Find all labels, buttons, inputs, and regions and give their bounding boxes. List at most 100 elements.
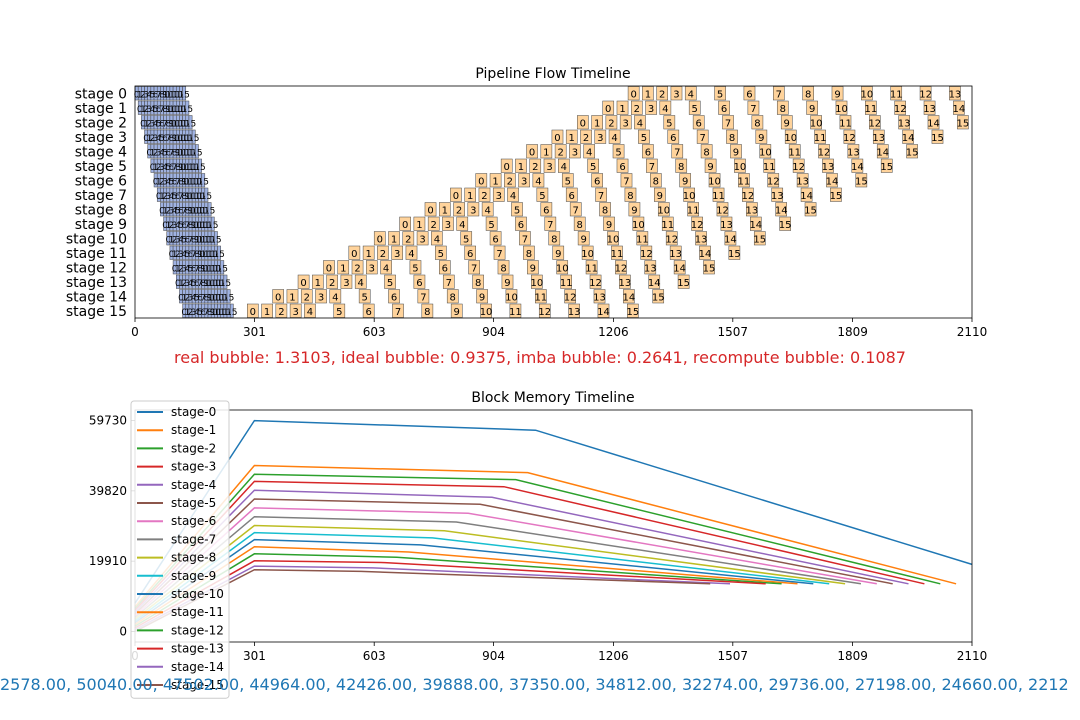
forward-block-label: 2 [143,105,149,115]
backward-block-label: 14 [800,191,813,202]
backward-block [763,158,776,173]
backward-block-label: 15 [830,191,843,202]
backward-block-label: 1 [391,234,397,245]
backward-block-label: 11 [534,292,547,303]
backward-block [835,100,848,115]
forward-block-label: 0 [143,134,149,144]
backward-block [337,260,350,275]
forward-block [182,86,187,101]
backward-block [405,245,418,260]
forward-block-label: 7 [204,308,210,318]
forward-block-label: 6 [153,90,159,100]
backward-block [695,231,707,246]
backward-block-label: 9 [555,249,561,260]
backward-block [333,303,346,318]
backward-block [489,231,502,246]
backward-block-label: 5 [539,191,545,202]
backward-block [577,115,589,130]
forward-block [214,231,218,246]
forward-block-label: 11 [178,148,189,158]
backward-block [831,86,844,101]
backward-block-label: 8 [500,263,506,274]
backward-block-label: 2 [304,292,310,303]
forward-block-label: 3 [191,308,197,318]
forward-block-label: 5 [178,221,184,231]
forward-block-label: 3 [143,90,149,100]
forward-block-label: 0 [137,105,143,115]
backward-block [556,260,569,275]
forward-block [198,158,202,173]
stage-label: stage 7 [75,188,127,204]
forward-block-label: 8 [172,148,178,158]
forward-block-label: 13 [178,119,189,129]
stage-label: stage 3 [75,130,127,146]
backward-block-label: 7 [446,278,452,289]
forward-block-label: 4 [162,163,168,173]
forward-block-label: 14 [204,221,216,231]
backward-block [599,202,611,217]
forward-block-label: 5 [172,192,178,202]
legend-label: stage-9 [171,569,216,583]
forward-block-label: 2 [165,206,171,216]
forward-block-label: 2 [175,250,181,260]
forward-block-label: 7 [156,90,162,100]
forward-block-label: 9 [162,90,168,100]
forward-block-label: 2 [140,90,146,100]
backward-block-label: 3 [648,104,654,115]
backward-block [416,231,429,246]
backward-block [730,144,742,159]
backward-block-label: 13 [771,191,784,202]
backward-block-label: 6 [670,133,676,144]
backward-block-label: 6 [543,205,549,216]
backward-block [630,100,643,115]
stage-label: stage 6 [75,173,127,189]
forward-block-label: 5 [181,235,187,245]
backward-block [373,231,386,246]
backward-block [703,260,715,275]
backward-block-label: 15 [626,307,639,318]
backward-block-label: 10 [708,176,721,187]
backward-block [558,158,570,173]
stage-label: stage 0 [75,86,127,102]
backward-block-label: 5 [590,162,596,173]
forward-block-label: 3 [150,119,156,129]
backward-block-label: 10 [556,263,569,274]
backward-block-label: 5 [463,234,469,245]
backward-block-label: 10 [505,292,518,303]
backward-block-label: 11 [890,89,903,100]
backward-block-label: 15 [703,263,716,274]
forward-block-label: 6 [165,148,171,158]
backward-block-label: 4 [434,234,440,245]
backward-block [851,158,864,173]
forward-block-label: 9 [191,221,197,231]
forward-block-label: 12 [204,250,215,260]
backward-block [728,245,741,260]
backward-block [750,216,762,231]
backward-block-label: 13 [923,104,936,115]
backward-block [826,173,838,188]
backward-block [659,100,672,115]
forward-block-label: 13 [220,308,231,318]
forward-block-label: 3 [159,163,165,173]
backward-block-label: 10 [784,133,797,144]
backward-block [624,187,637,202]
forward-block-label: 11 [188,192,199,202]
backward-block [564,289,576,304]
forward-block-label: 7 [181,206,187,216]
backward-block-label: 12 [538,307,551,318]
forward-block-label: 7 [188,235,194,245]
forward-block-label: 0 [178,293,184,303]
backward-block-label: 11 [788,147,801,158]
backward-block-label: 5 [666,118,672,129]
forward-block-label: 4 [153,119,159,129]
backward-block [554,144,567,159]
backward-block-label: 9 [580,234,586,245]
backward-block-label: 11 [509,307,522,318]
forward-block-label: 7 [169,148,175,158]
backward-block-label: 4 [611,133,617,144]
backward-block-label: 10 [607,234,620,245]
backward-block [500,158,513,173]
forward-block-label: 3 [165,192,171,202]
backward-block [675,158,688,173]
forward-block-label: 9 [197,250,203,260]
